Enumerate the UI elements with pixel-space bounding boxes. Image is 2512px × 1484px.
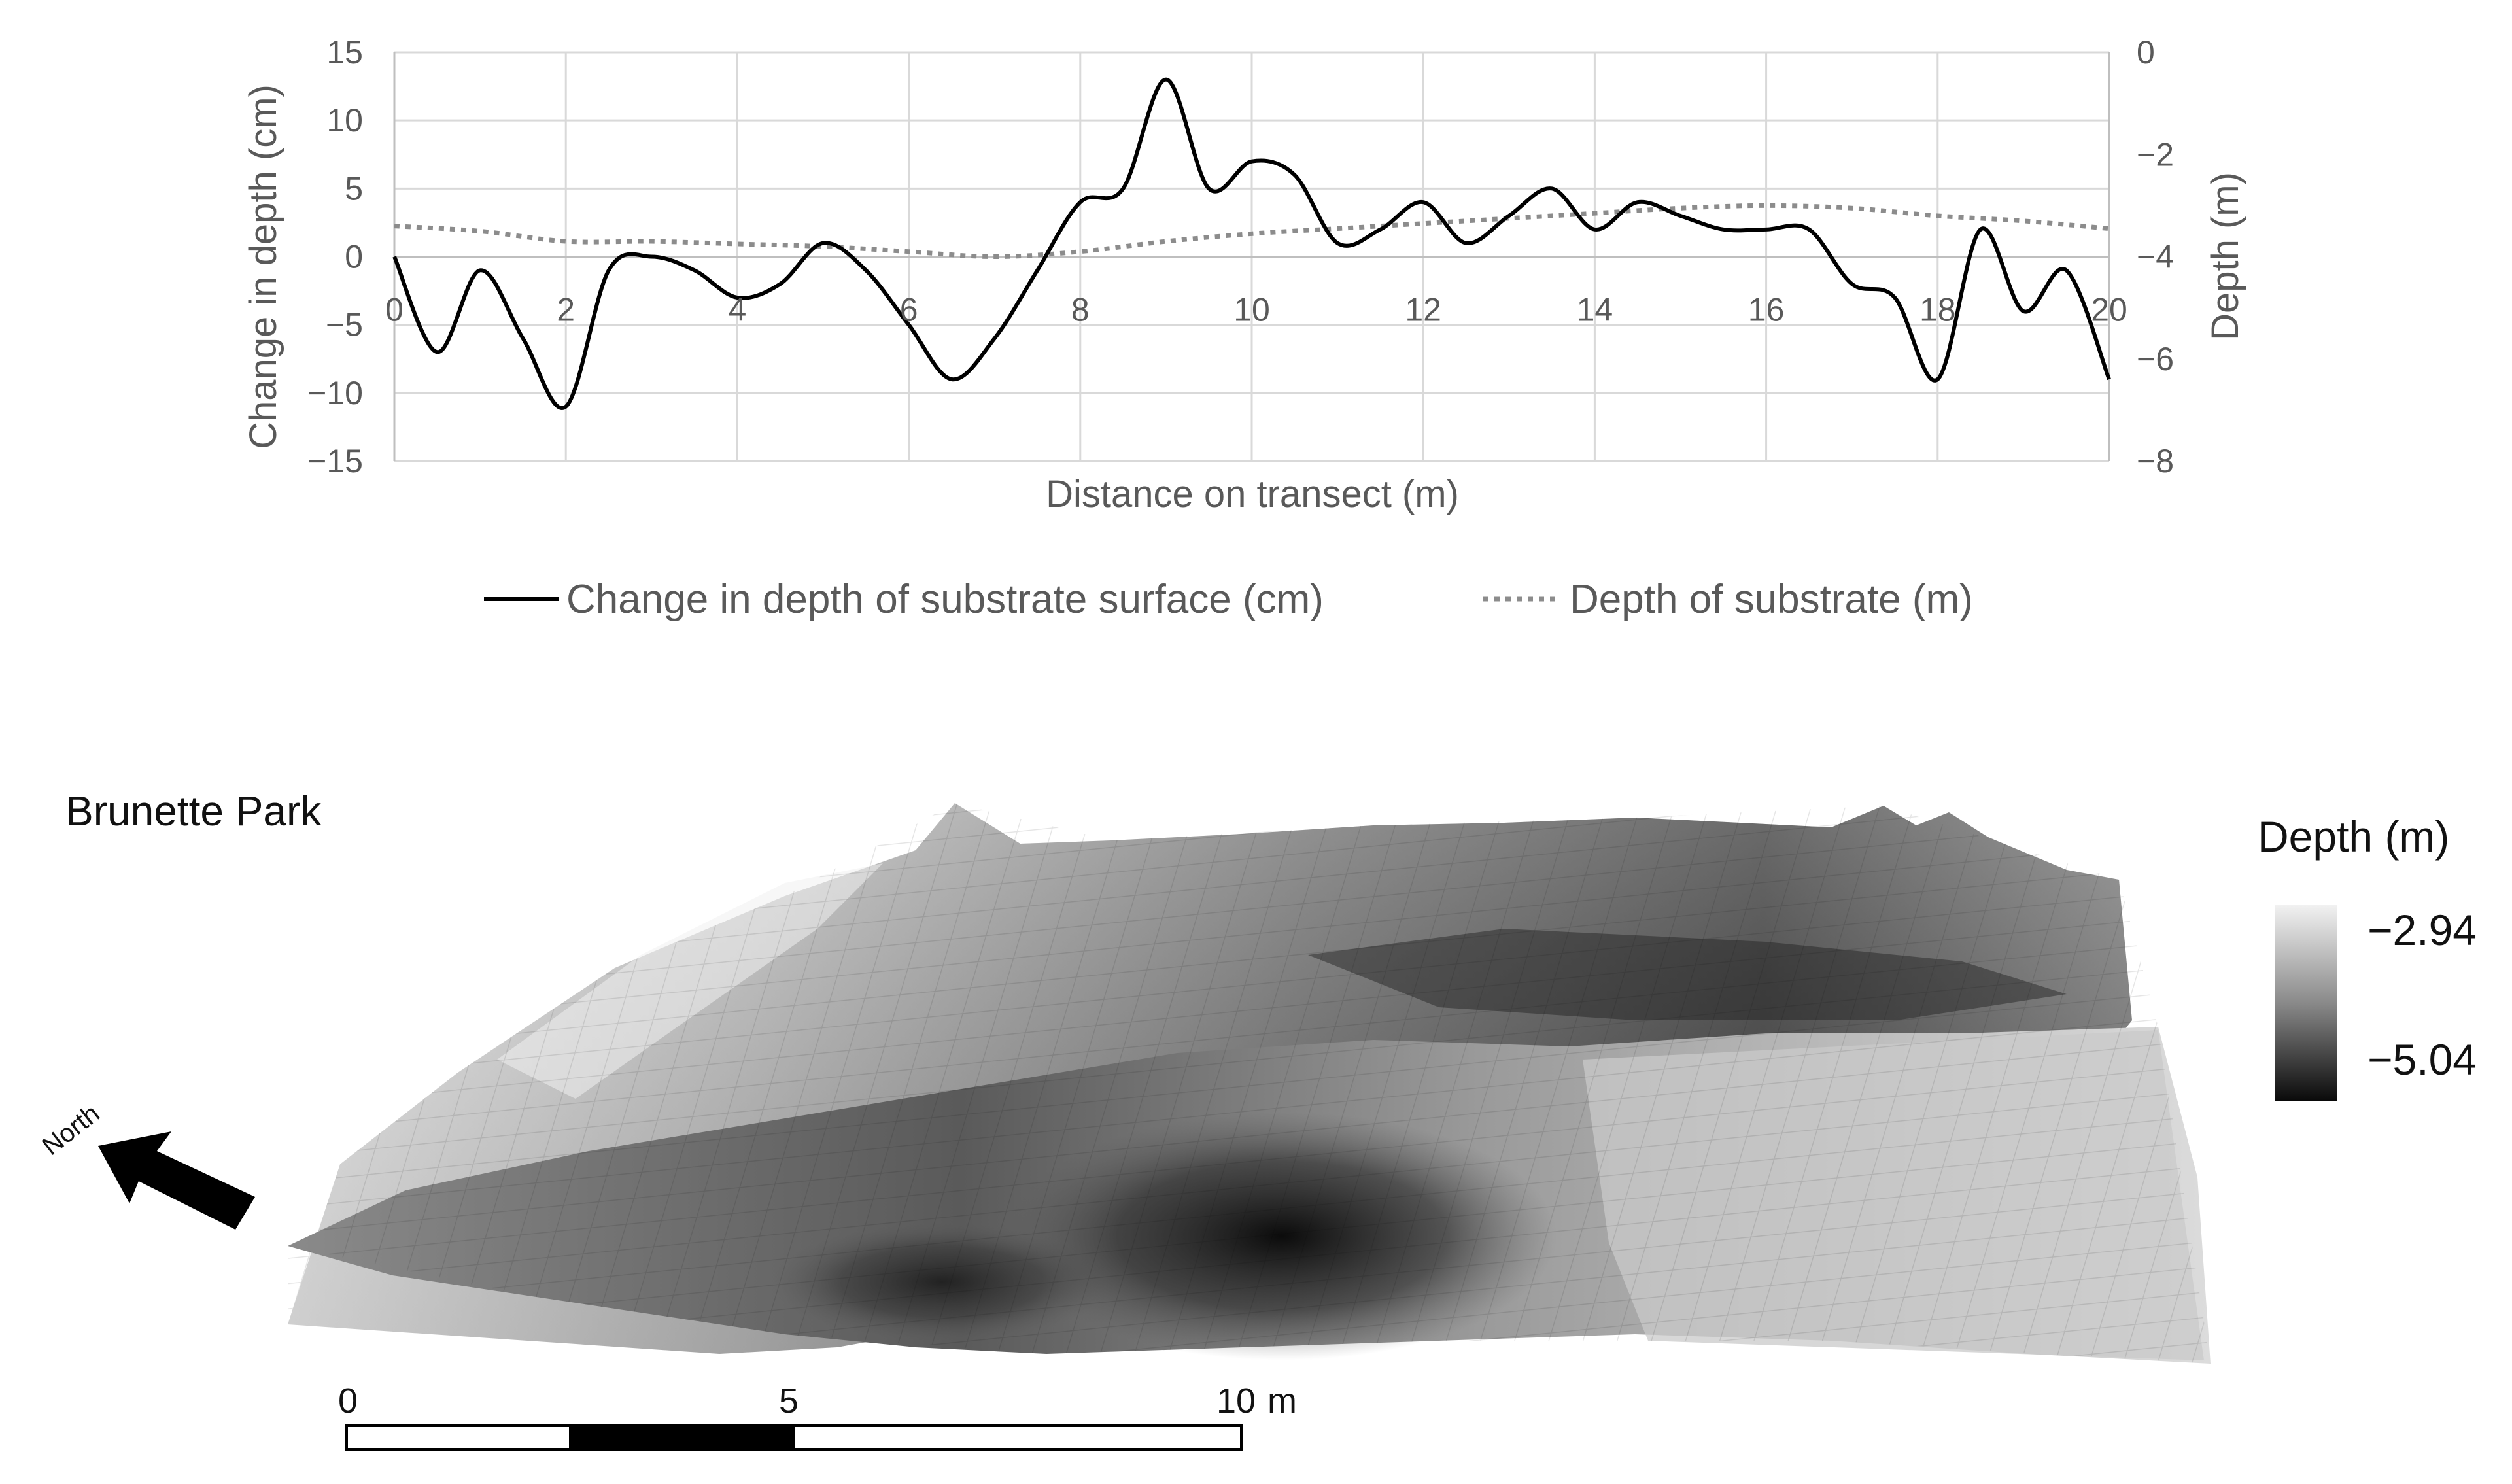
map-title: Brunette Park (65, 787, 322, 835)
bathymetry-surface-map: Brunette Park North (37, 787, 2477, 1451)
colorbar-label-min: −5.04 (2367, 1035, 2477, 1084)
y-tick-label-right: −6 (2137, 341, 2174, 377)
scale-bar-segment-2 (569, 1424, 795, 1451)
scale-bar: 0 5 10 m (338, 1381, 1297, 1451)
x-tick-label: 4 (728, 292, 746, 328)
x-tick-label: 20 (2091, 292, 2127, 328)
y-tick-label-left: 10 (326, 102, 363, 139)
tick-labels: 0 2 4 6 8 10 12 14 16 18 20 15 10 5 0 −5 −10 −15 0 −2 −4 −6 −8 (307, 34, 2174, 479)
x-tick-label: 8 (1071, 292, 1090, 328)
terrain-surface (288, 803, 2211, 1364)
y-tick-label-left: 15 (326, 34, 363, 71)
colorbar-legend: Depth (m) −2.94 −5.04 (2258, 812, 2477, 1101)
x-tick-label: 14 (1577, 292, 1613, 328)
depth-series-line (394, 203, 2110, 260)
legend-label-depth: Depth of substrate (m) (1570, 577, 1973, 622)
colorbar-title: Depth (m) (2258, 812, 2449, 861)
y-tick-label-left: −15 (307, 443, 363, 479)
x-tick-label: 12 (1405, 292, 1441, 328)
change-series-line (392, 77, 2111, 410)
x-tick-label: 18 (1919, 292, 1956, 328)
scale-label-5: 5 (779, 1381, 799, 1421)
y-axis-title-left: Change in depth (cm) (242, 84, 284, 449)
y-tick-label-left: 0 (345, 239, 363, 275)
colorbar-label-max: −2.94 (2367, 906, 2477, 954)
x-tick-label: 16 (1748, 292, 1785, 328)
change-series (392, 77, 2111, 410)
y-tick-label-left: −5 (326, 307, 363, 343)
y-tick-label-right: −8 (2137, 443, 2174, 479)
y-tick-label-right: 0 (2137, 34, 2155, 71)
north-arrow: North (37, 1099, 255, 1230)
scale-bar-segment-1 (345, 1424, 572, 1451)
x-tick-label: 0 (385, 292, 404, 328)
y-tick-label-left: −10 (307, 375, 363, 411)
x-tick-label: 2 (557, 292, 575, 328)
y-tick-label-right: −4 (2137, 239, 2174, 275)
scale-label-10: 10 (1216, 1381, 1256, 1421)
scale-bar-segment-3 (793, 1424, 1243, 1451)
x-axis-title: Distance on transect (m) (1046, 473, 1459, 515)
y-tick-label-left: 5 (345, 170, 363, 207)
legend-label-change: Change in depth of substrate surface (cm… (566, 577, 1324, 622)
transect-line-chart: 0 2 4 6 8 10 12 14 16 18 20 15 10 5 0 −5 −10 −15 0 −2 −4 −6 −8… (242, 34, 2246, 622)
chart-legend: Change in depth of substrate surface (cm… (484, 577, 1973, 622)
y-axis-title-right: Depth (m) (2204, 172, 2246, 341)
x-tick-label: 6 (900, 292, 918, 328)
colorbar (2275, 905, 2337, 1101)
north-label: North (37, 1099, 105, 1161)
north-arrow-icon (98, 1131, 255, 1230)
depth-series (394, 203, 2110, 260)
scale-label-unit: m (1267, 1381, 1297, 1421)
scale-label-0: 0 (338, 1381, 358, 1421)
x-tick-label: 10 (1233, 292, 1270, 328)
y-tick-label-right: −2 (2137, 136, 2174, 173)
